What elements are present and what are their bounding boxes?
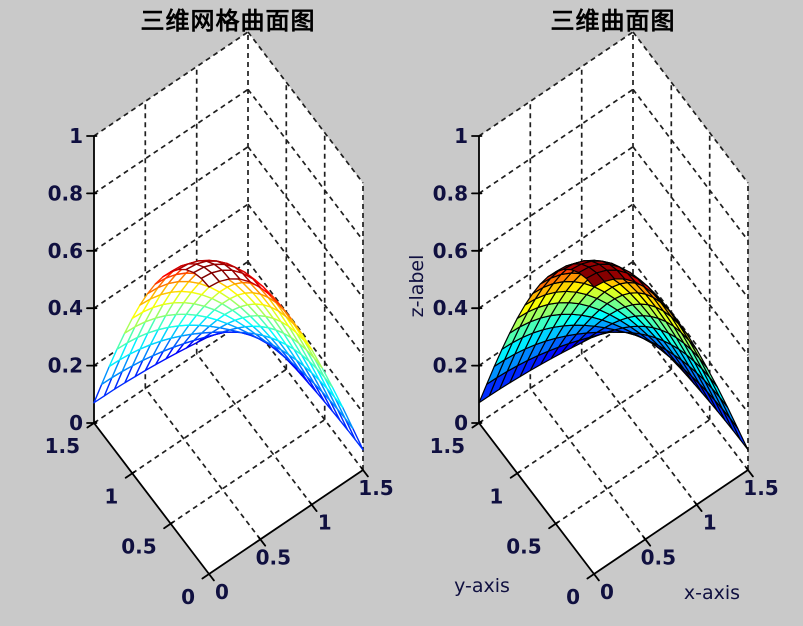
x-tick-label: 1 bbox=[703, 511, 717, 535]
x-tick-label: 0.5 bbox=[641, 545, 676, 569]
y-tick-label: 1 bbox=[104, 484, 118, 508]
y-axis-label: y-axis bbox=[454, 575, 510, 597]
mesh-facet bbox=[200, 272, 221, 288]
axis-lines bbox=[471, 135, 754, 582]
mesh-plot-title: 三维网格曲面图 bbox=[140, 7, 316, 35]
z-axis-label: z-label bbox=[406, 254, 428, 318]
z-tick-label: 0.6 bbox=[433, 239, 468, 263]
y-tick-label: 1 bbox=[489, 484, 503, 508]
mesh-plot: 00.511.500.511.500.20.40.60.81 bbox=[45, 31, 394, 609]
y-tick-label: 1.5 bbox=[45, 434, 80, 458]
surface-plot-title: 三维曲面图 bbox=[550, 7, 676, 35]
z-tick-label: 1 bbox=[69, 124, 83, 148]
z-tick-label: 1 bbox=[454, 124, 468, 148]
x-tick-label: 0 bbox=[600, 580, 614, 604]
z-tick-label: 0.6 bbox=[48, 239, 83, 263]
grid-lines bbox=[478, 31, 749, 540]
z-tick-label: 0.2 bbox=[48, 354, 83, 378]
z-tick-label: 0.2 bbox=[433, 354, 468, 378]
z-tick-label: 0.8 bbox=[433, 181, 468, 205]
y-tick-label: 1.5 bbox=[430, 434, 465, 458]
z-tick-label: 0.4 bbox=[433, 296, 468, 320]
axis-lines bbox=[86, 135, 369, 582]
y-tick-label: 0 bbox=[181, 585, 195, 609]
surface-facet bbox=[585, 272, 605, 288]
y-tick-label: 0 bbox=[566, 585, 580, 609]
x-tick-label: 1 bbox=[318, 511, 332, 535]
y-tick-label: 0.5 bbox=[506, 535, 541, 559]
x-tick-label: 1.5 bbox=[743, 476, 778, 500]
x-tick-label: 1.5 bbox=[358, 476, 393, 500]
x-axis-label: x-axis bbox=[683, 582, 741, 604]
z-tick-label: 0 bbox=[69, 411, 83, 435]
y-tick-label: 0.5 bbox=[121, 535, 156, 559]
z-tick-label: 0.8 bbox=[48, 181, 83, 205]
z-tick-label: 0 bbox=[454, 411, 468, 435]
x-tick-label: 0 bbox=[215, 580, 229, 604]
surface-plot: 00.511.500.511.500.20.40.60.81 bbox=[430, 31, 779, 609]
z-tick-label: 0.4 bbox=[48, 296, 83, 320]
x-tick-label: 0.5 bbox=[256, 545, 291, 569]
grid-lines bbox=[93, 31, 364, 540]
